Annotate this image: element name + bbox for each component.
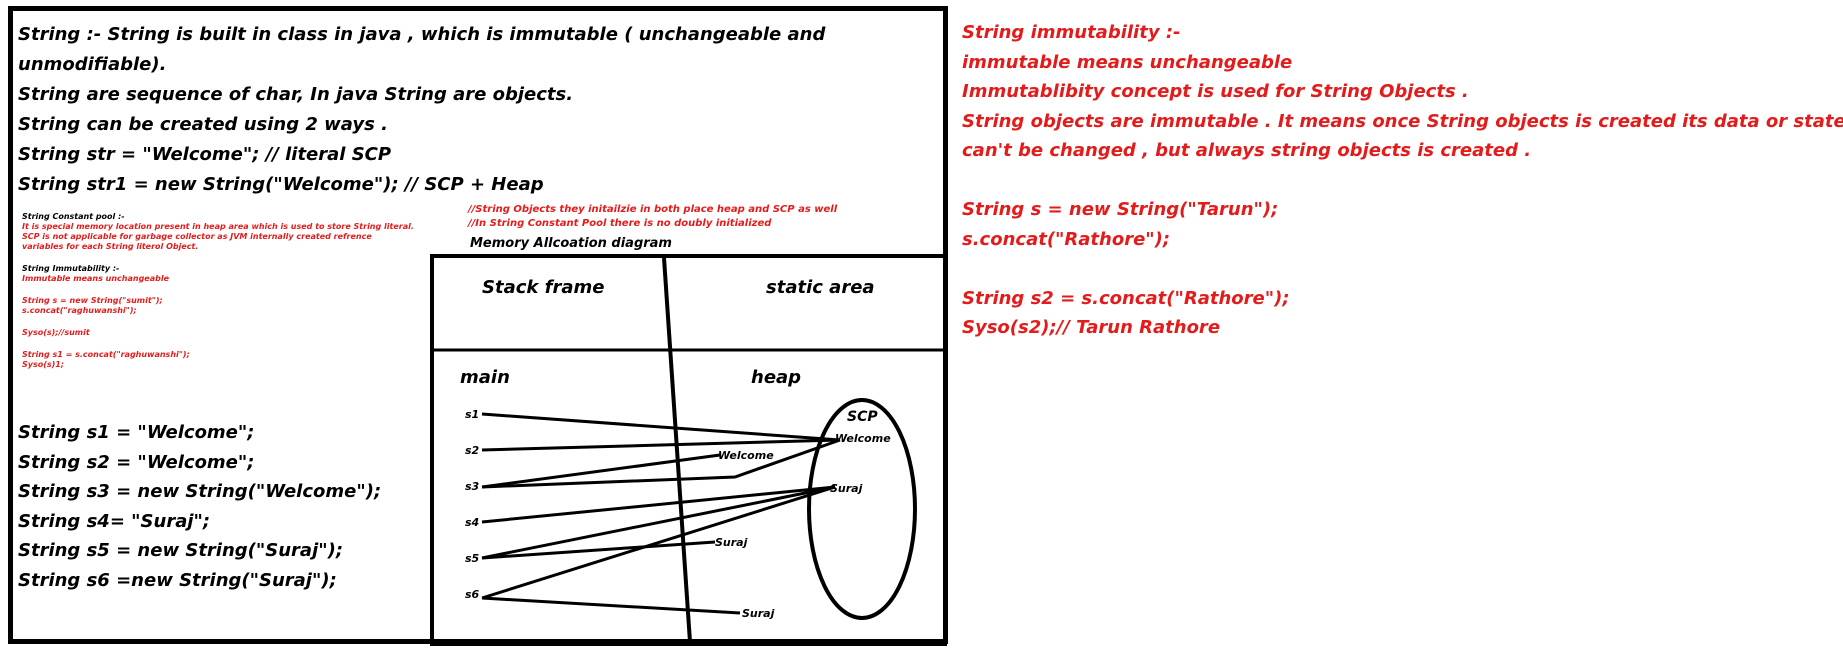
string-definition-notes: String :- String is built in class in ja… <box>18 20 825 200</box>
declaration-line: String s3 = new String("Welcome"); <box>18 481 382 502</box>
heap-object-welcome: Welcome <box>718 449 774 462</box>
note-line: can't be changed , but always string obj… <box>962 140 1532 161</box>
heap-object-suraj-2: Suraj <box>742 607 775 620</box>
scp-ellipse <box>807 398 917 620</box>
comment-line: //In String Constant Pool there is no do… <box>468 218 772 229</box>
stack-heap-divider <box>662 257 692 643</box>
note-line: String s2 = s.concat("Rathore"); <box>962 287 1290 309</box>
note-line: String can be created using 2 ways . <box>18 114 388 135</box>
note-line: String str1 = new String("Welcome"); // … <box>18 174 544 195</box>
diagram-box <box>430 254 947 646</box>
arrow-s6-scp-suraj <box>481 485 836 600</box>
code-line: s.concat("raghuwanshi"); <box>22 306 137 315</box>
ref-s3: s3 <box>465 480 480 493</box>
reference-arrows <box>481 412 841 615</box>
note-line <box>962 166 1843 196</box>
static-area-label: static area <box>766 277 875 298</box>
code-line: Syso(s);//sumit <box>22 328 90 337</box>
code-line: Syso(s)1; <box>22 360 65 369</box>
arrow-s1-scp-welcome <box>481 412 841 442</box>
arrow-heap-suraj-scp <box>481 485 836 560</box>
ref-s4: s4 <box>465 516 479 529</box>
arrow-heap-welcome-scp <box>481 438 841 489</box>
red-comment: //String Objects they initailzie in both… <box>468 203 837 231</box>
scp-line: It is special memory location present in… <box>22 222 414 231</box>
note-line: unmodifiable). <box>18 54 167 75</box>
note-line: String :- String is built in class in ja… <box>18 24 826 45</box>
scp-line: variables for each String literol Object… <box>22 242 199 251</box>
string-immutability-notes: String immutability :- immutable means u… <box>962 18 1843 343</box>
scp-notes: String Constant pool :- It is special me… <box>22 212 414 370</box>
arrow-s3-heap-welcome <box>481 453 721 489</box>
immutability-title: String Immutability :- <box>22 264 120 273</box>
note-line: String immutability :- <box>962 22 1181 43</box>
declaration-line: String s1 = "Welcome"; <box>18 422 255 443</box>
arrow-s6-heap-suraj <box>481 596 741 615</box>
arrow-s4-scp-suraj <box>481 485 836 524</box>
comment-line: //String Objects they initailzie in both… <box>468 204 838 215</box>
declaration-line: String s5 = new String("Suraj"); <box>18 540 344 561</box>
note-line: String are sequence of char, In java Str… <box>18 84 574 105</box>
declaration-line: String s2 = "Welcome"; <box>18 451 255 473</box>
note-line <box>962 254 1843 284</box>
note-line: String s = new String("Tarun"); <box>962 199 1279 220</box>
note-line: String str = "Welcome"; // literal SCP <box>18 144 392 165</box>
note-line: s.concat("Rathore"); <box>962 228 1171 250</box>
ref-s6: s6 <box>465 588 480 601</box>
immutability-line: Immutable means unchangeable <box>22 274 170 283</box>
note-line: Immutablibity concept is used for String… <box>962 81 1469 102</box>
note-line: String objects are immutable . It means … <box>962 110 1843 132</box>
arrow-s2-scp-welcome <box>481 438 841 452</box>
note-line: immutable means unchangeable <box>962 51 1293 73</box>
main-label: main <box>460 367 510 388</box>
ref-s5: s5 <box>465 552 480 565</box>
scp-title: String Constant pool :- <box>22 212 125 221</box>
diagram-title: Memory Allcoation diagram <box>470 236 672 251</box>
scp-line: SCP is not applicable for garbage collec… <box>22 232 372 241</box>
code-line: String s = new String("sumit"); <box>22 296 163 305</box>
heap-label: heap <box>751 367 801 388</box>
scp-object-suraj: Suraj <box>830 482 863 495</box>
declaration-line: String s6 =new String("Suraj"); <box>18 569 337 591</box>
scp-label: SCP <box>847 409 878 425</box>
heap-object-suraj: Suraj <box>715 536 748 549</box>
stack-frame-label: Stack frame <box>482 277 604 298</box>
ref-s2: s2 <box>465 444 480 457</box>
ref-s1: s1 <box>465 408 479 421</box>
string-declarations: String s1 = "Welcome"; String s2 = "Welc… <box>18 418 381 595</box>
note-line: Syso(s2);// Tarun Rathore <box>962 317 1221 338</box>
scp-object-welcome: Welcome <box>835 432 891 445</box>
arrow-s5-heap-suraj <box>481 540 716 560</box>
code-line: String s1 = s.concat("raghuwanshi"); <box>22 350 190 359</box>
declaration-line: String s4= "Suraj"; <box>18 510 211 532</box>
